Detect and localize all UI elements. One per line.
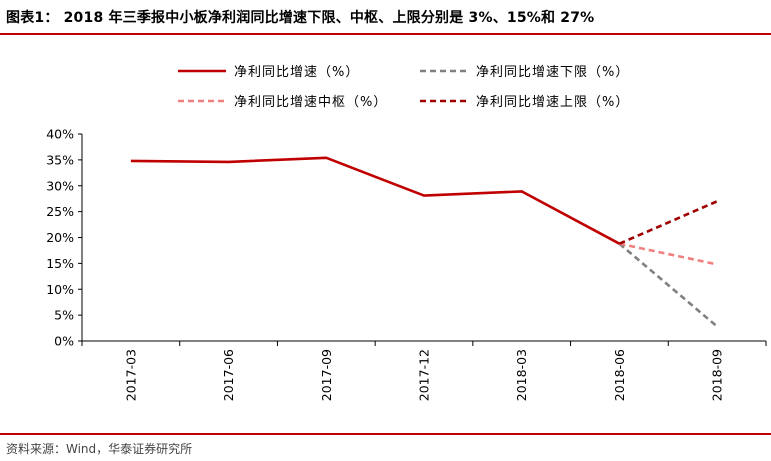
footer-divider: [0, 433, 771, 435]
title-divider: [0, 33, 771, 35]
legend-label: 净利同比增速中枢（%）: [234, 95, 387, 110]
y-tick-label: 35%: [46, 152, 74, 167]
legend-label: 净利同比增速下限（%）: [476, 65, 629, 80]
y-tick-label: 0%: [54, 334, 74, 349]
series-line: [130, 156, 621, 245]
x-tick-label: 2017-03: [123, 349, 138, 401]
y-tick-label: 20%: [46, 230, 74, 245]
y-tick-label: 10%: [46, 282, 74, 297]
series-line: [618, 242, 718, 328]
y-tick-label: 15%: [46, 256, 74, 271]
legend: 净利同比增速（%） 净利同比增速下限（%） 净利同比增速中枢（%） 净利同比增速上限（…: [178, 65, 629, 110]
series-line: [618, 200, 718, 245]
x-tick-label: 2017-12: [417, 349, 432, 401]
source-note: 资料来源：Wind，华泰证券研究所: [6, 442, 193, 456]
x-tick-label: 2017-06: [221, 349, 236, 401]
x-tick-label: 2018-09: [710, 349, 725, 401]
x-tick-label: 2018-06: [612, 349, 627, 401]
legend-label: 净利同比增速上限（%）: [476, 95, 629, 110]
chart-title: 图表1： 2018 年三季报中小板净利润同比增速下限、中枢、上限分别是 3%、1…: [6, 10, 595, 26]
chart-axes: 0% 5% 10% 15% 20% 25% 30% 35% 40% 2017-03 2017-06 2…: [46, 127, 767, 401]
y-tick-label: 5%: [54, 308, 74, 323]
series-line: [619, 242, 718, 266]
y-tick-label: 25%: [46, 204, 74, 219]
x-tick-label: 2018-03: [514, 349, 529, 401]
y-tick-label: 40%: [46, 127, 74, 142]
y-tick-label: 30%: [46, 178, 74, 193]
legend-label: 净利同比增速（%）: [234, 65, 359, 80]
line-chart: 净利同比增速（%） 净利同比增速下限（%） 净利同比增速中枢（%） 净利同比增速上限（…: [46, 65, 767, 401]
x-tick-label: 2017-09: [319, 349, 334, 401]
chart-series: [130, 156, 718, 328]
